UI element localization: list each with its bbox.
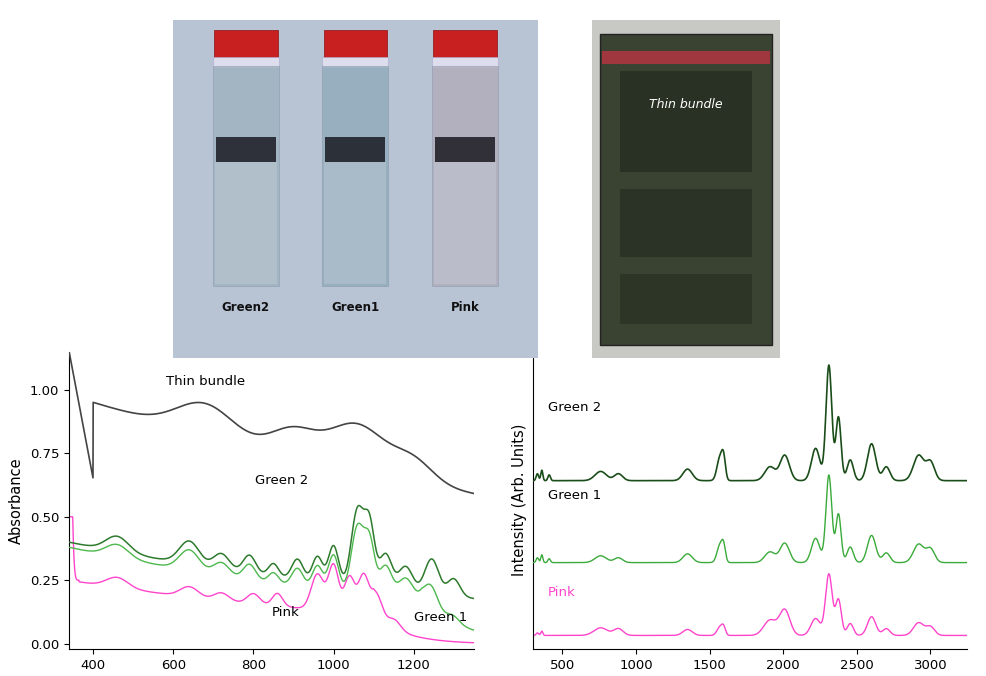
Text: Pink: Pink xyxy=(547,586,575,599)
Text: Thin bundle: Thin bundle xyxy=(649,98,722,112)
FancyBboxPatch shape xyxy=(322,66,387,285)
FancyBboxPatch shape xyxy=(216,137,275,162)
FancyBboxPatch shape xyxy=(619,71,751,172)
Text: Green 1: Green 1 xyxy=(413,611,466,624)
Text: Pink: Pink xyxy=(450,301,479,314)
Y-axis label: Absorbance: Absorbance xyxy=(9,457,25,544)
FancyBboxPatch shape xyxy=(322,57,387,68)
Text: Thin bundle: Thin bundle xyxy=(166,375,245,387)
FancyBboxPatch shape xyxy=(173,20,537,358)
Text: Green 1: Green 1 xyxy=(547,489,600,502)
Text: Green2: Green2 xyxy=(222,301,269,314)
FancyBboxPatch shape xyxy=(433,30,496,62)
FancyBboxPatch shape xyxy=(213,66,278,285)
FancyBboxPatch shape xyxy=(434,162,495,284)
Text: Green 2: Green 2 xyxy=(254,474,308,487)
FancyBboxPatch shape xyxy=(435,137,494,162)
FancyBboxPatch shape xyxy=(432,57,497,68)
FancyBboxPatch shape xyxy=(213,57,278,68)
Text: Green1: Green1 xyxy=(331,301,379,314)
Y-axis label: Intensity (Arb. Units): Intensity (Arb. Units) xyxy=(512,424,527,577)
FancyBboxPatch shape xyxy=(592,20,779,358)
FancyBboxPatch shape xyxy=(600,51,769,64)
FancyBboxPatch shape xyxy=(214,30,277,62)
FancyBboxPatch shape xyxy=(323,30,387,62)
FancyBboxPatch shape xyxy=(599,34,771,345)
FancyBboxPatch shape xyxy=(325,137,385,162)
Text: Green 2: Green 2 xyxy=(547,401,600,414)
FancyBboxPatch shape xyxy=(324,162,386,284)
Text: Pink: Pink xyxy=(271,606,299,619)
FancyBboxPatch shape xyxy=(619,274,751,324)
FancyBboxPatch shape xyxy=(432,66,497,285)
FancyBboxPatch shape xyxy=(619,189,751,257)
FancyBboxPatch shape xyxy=(215,162,276,284)
